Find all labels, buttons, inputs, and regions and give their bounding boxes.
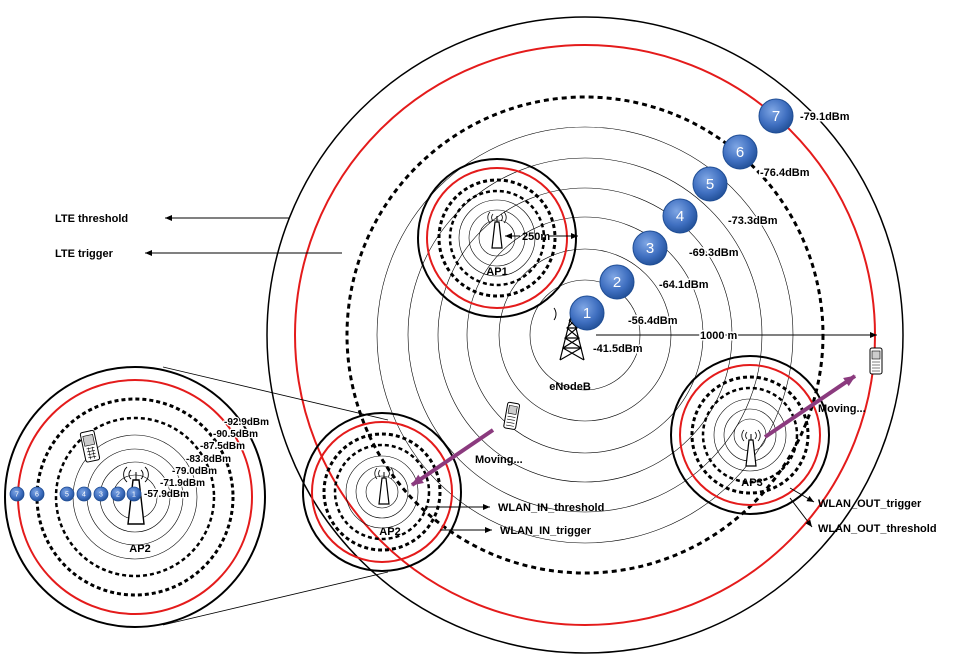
ap2-range-ring [345, 455, 419, 529]
ap1-trigger-ring [437, 178, 557, 298]
wlan-out-threshold-label: WLAN_OUT_threshold [818, 523, 937, 535]
wlan-point-number: 1 [132, 492, 136, 499]
antenna-icon [487, 211, 507, 249]
zoom-guide-line-top [162, 366, 389, 421]
wlan-rssi-label: -90.5dBm [213, 429, 258, 440]
lte-rssi-label: -41.5dBm [593, 343, 643, 355]
wlan-point-badge: 3 [93, 486, 109, 502]
lte-point-badge: 5 [692, 166, 728, 202]
ap3-inner-ring [701, 386, 799, 484]
ap2-inner-ring [333, 443, 431, 541]
ap2-boundary [302, 412, 462, 572]
ap1-inner-ring [448, 189, 546, 287]
lte-threshold-label: LTE threshold [55, 213, 128, 225]
ap1-range-ring [458, 199, 536, 277]
lte-trigger-label: LTE trigger [55, 248, 114, 260]
phone-icon [869, 347, 883, 375]
move-arrow-ap2 [410, 428, 495, 487]
lte-point-number: 2 [613, 274, 621, 291]
wlan-rssi-label: -92.9dBm [224, 417, 269, 428]
ap2-trigger-ring [322, 432, 442, 552]
wlan-rssi-label: -71.9dBm [160, 478, 205, 489]
wlan-point-number: 4 [82, 492, 86, 499]
wlan-badges: 1 2 3 4 5 6 7 [9, 486, 142, 502]
ap3-boundary [670, 355, 830, 515]
lte-point-number: 1 [583, 305, 591, 322]
lte-rssi-label: -73.3dBm [728, 215, 778, 227]
lte-point-badge: 4 [662, 198, 698, 234]
wlan-in-trigger-label: WLAN_IN_trigger [500, 525, 592, 537]
ap1-threshold-ring [426, 167, 568, 309]
ap2-range-ring [355, 465, 409, 519]
wlan-in-threshold-label: WLAN_IN_threshold [498, 502, 604, 514]
wlan-rssi-label: -79.0dBm [172, 466, 217, 477]
lte-point-number: 3 [646, 240, 654, 257]
wlan-point-number: 7 [15, 492, 19, 499]
lte-point-badge: 6 [722, 134, 758, 170]
moving-label-ap2: Moving... [475, 454, 523, 466]
lte-rssi-label: -79.1dBm [800, 111, 850, 123]
lte-rssi-label: -64.1dBm [659, 279, 709, 291]
ap3-trigger-ring [690, 375, 810, 495]
wlan-point-badge: 4 [76, 486, 92, 502]
lte-point-badge: 7 [758, 98, 794, 134]
phone-icon [503, 401, 521, 430]
ap2-cell [302, 412, 462, 572]
lte-point-number: 5 [706, 176, 714, 193]
lte-cell-boundary [266, 16, 904, 654]
antenna-icon [741, 429, 761, 467]
wlan-point-number: 2 [116, 492, 120, 499]
ap2-zoom-trigger-ring [35, 397, 235, 597]
antenna-icon [374, 467, 394, 505]
lte-rssi-label: -76.4dBm [760, 167, 810, 179]
wlan-out-threshold-pointer [789, 497, 813, 528]
ap1-range-ring [468, 209, 526, 267]
lte-point-number: 7 [772, 108, 780, 125]
wlan-point-number: 6 [35, 492, 39, 499]
ap1-cell [417, 158, 577, 318]
wlan-rssi-label: -87.5dBm [200, 441, 245, 452]
lte-badges: 1 2 3 4 5 6 7 [569, 98, 794, 331]
lte-rssi-label: -56.4dBm [628, 315, 678, 327]
moving-label-ap3: Moving... [818, 403, 866, 415]
ap3-label: AP3 [741, 477, 762, 489]
phone-icon [79, 429, 101, 463]
ap3-cell [670, 355, 830, 515]
wlan-point-number: 5 [65, 492, 69, 499]
enodeb-label: eNodeB [549, 381, 591, 393]
ap2-label: AP2 [379, 526, 400, 538]
wlan-out-trigger-pointer [789, 487, 815, 503]
wlan-point-number: 3 [99, 492, 103, 499]
wlan-point-badge: 5 [59, 486, 75, 502]
lte-point-badge: 3 [632, 230, 668, 266]
wlan-out-trigger-label: WLAN_OUT_trigger [818, 498, 922, 510]
ap2-range-ring [365, 475, 399, 509]
wlan-point-badge: 1 [126, 486, 142, 502]
wlan-point-badge: 2 [110, 486, 126, 502]
wlan-rssi-label: -57.9dBm [144, 489, 189, 500]
ap2-zoom-label: AP2 [129, 543, 150, 555]
zoom-guide-line-bottom [162, 571, 389, 626]
wlan-rssi-labels: -57.9dBm-71.9dBm-79.0dBm-83.8dBm -87.5dBm… [143, 416, 271, 502]
wlan-point-badge: 6 [29, 486, 45, 502]
lte-point-badge: 2 [599, 264, 635, 300]
wlan-rssi-label: -83.8dBm [186, 454, 231, 465]
lte-point-number: 6 [736, 144, 744, 161]
distance-1000-label: 1000 m [700, 330, 738, 342]
ap1-label: AP1 [486, 266, 507, 278]
lte-rssi-label: -69.3dBm [689, 247, 739, 259]
move-arrow-ap3 [763, 374, 857, 439]
wlan-point-badge: 7 [9, 486, 25, 502]
ap2-threshold-ring [311, 421, 453, 563]
lte-point-number: 4 [676, 208, 684, 225]
ap2-zoom-inner-ring [54, 416, 216, 578]
ap3-threshold-ring [679, 364, 821, 506]
lte-point-badge: 1 [569, 295, 605, 331]
distance-250-label: 250m [522, 231, 550, 243]
lte-rssi-labels: -41.5dBm -56.4dBm -64.1dBm -69.3dBm -73.3dBm… [592, 110, 852, 357]
ap3-range-ring [713, 398, 787, 472]
